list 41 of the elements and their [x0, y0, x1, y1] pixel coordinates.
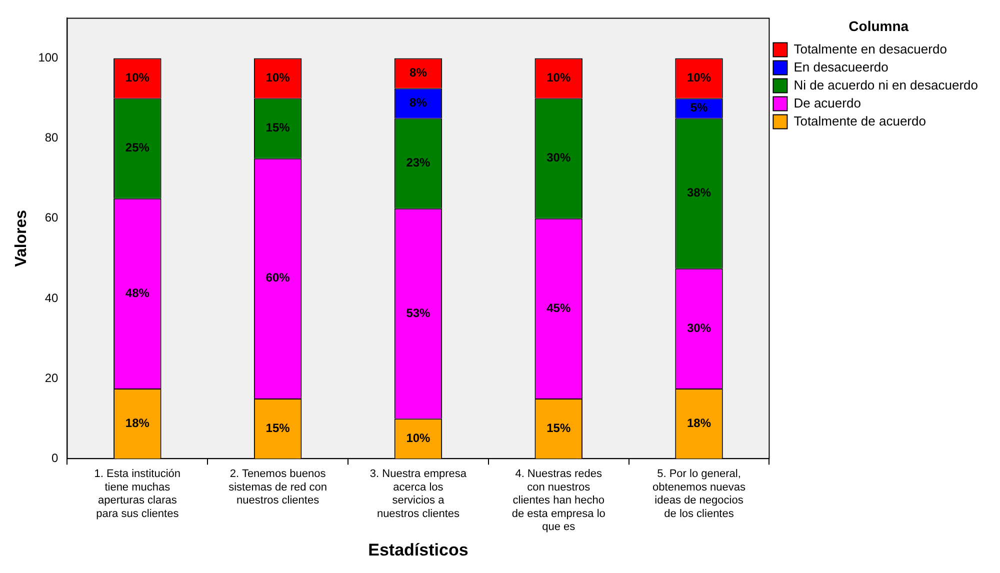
data-label: 18%: [125, 416, 150, 430]
legend-label: Totalmente de acuerdo: [794, 113, 926, 128]
x-tick-label: 4. Nuestras redes con nuestros clientes han hecho de esta empresa lo que es: [512, 468, 606, 534]
data-label: 45%: [546, 300, 571, 315]
data-label: 8%: [410, 66, 428, 80]
data-label: 15%: [546, 420, 571, 435]
data-label: 30%: [686, 320, 712, 335]
data-label: 10%: [125, 70, 150, 85]
legend-label: De acuerdo: [794, 95, 861, 110]
legend-label: Totalmente en desacuerdo: [794, 41, 947, 56]
legend-title: Columna: [848, 18, 909, 34]
data-label: 10%: [266, 70, 290, 85]
data-label: 23%: [406, 156, 431, 170]
legend-label: Ni de acuerdo ni en desacuerdo: [794, 77, 978, 92]
y-tick-label: 40: [44, 290, 59, 305]
data-label: 15%: [266, 120, 290, 135]
y-tick-label: 60: [44, 210, 59, 225]
data-label: 10%: [686, 70, 712, 85]
x-tick-label: 5. Por lo general, obtenemos nuevas ideas de negocios de los clientes: [652, 468, 746, 520]
x-tick-label: 1. Esta institución tiene muchas aperturas claras para sus clientes: [94, 468, 181, 520]
data-label: 53%: [406, 306, 431, 320]
data-label: 18%: [686, 416, 712, 430]
x-tick-label: 3. Nuestra empresa acerca los servicios a nuestros clientes: [370, 468, 468, 520]
x-axis-title: Estadísticos: [368, 540, 468, 560]
y-tick-label: 0: [52, 450, 59, 465]
data-label: 5%: [690, 100, 708, 115]
y-tick-label: 20: [44, 370, 59, 385]
data-label: 8%: [410, 96, 428, 110]
legend-label: En desacueerdo: [794, 59, 888, 74]
data-label: 10%: [406, 430, 431, 445]
y-axis-title: Valores: [13, 210, 30, 267]
y-tick-label: 100: [38, 50, 59, 65]
y-tick-label: 80: [44, 130, 59, 145]
data-label: 60%: [266, 270, 290, 285]
data-label: 30%: [546, 150, 571, 165]
data-label: 25%: [125, 140, 150, 155]
x-tick-label: 2. Tenemos buenos sistemas de red con nuestros clientes: [228, 468, 328, 507]
data-label: 38%: [686, 186, 712, 200]
data-label: 15%: [266, 420, 290, 435]
data-label: 10%: [546, 70, 571, 85]
data-label: 48%: [125, 286, 150, 300]
